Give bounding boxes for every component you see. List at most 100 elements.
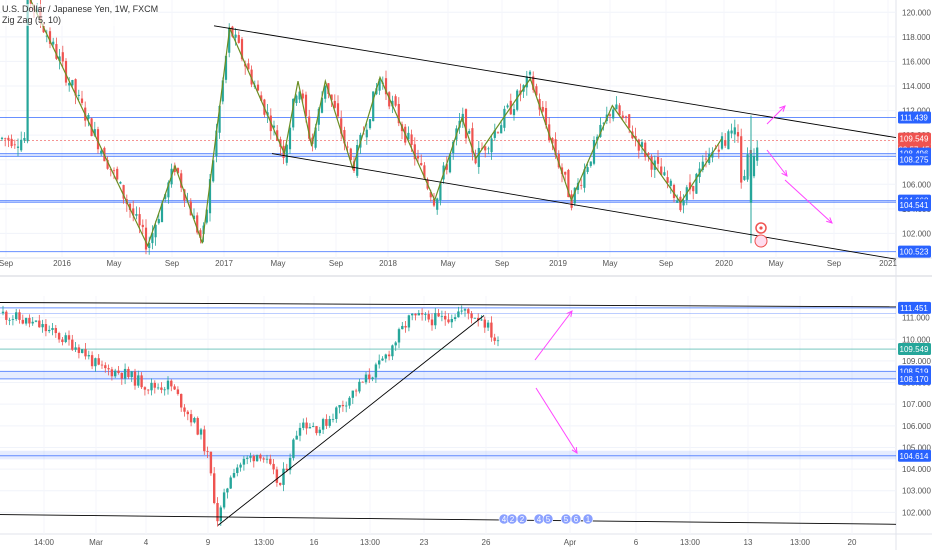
candle-body: [336, 103, 340, 117]
candle-body: [167, 182, 170, 198]
candle-body: [679, 196, 682, 211]
candle-body: [81, 349, 84, 353]
candle-body: [0, 137, 4, 139]
top-price-badge-bg: [898, 199, 931, 212]
candle-body: [55, 44, 58, 59]
candle-body: [333, 100, 336, 108]
candle-body: [407, 315, 411, 328]
candle-body: [219, 507, 222, 522]
candle-body: [218, 105, 221, 133]
candle-body: [602, 122, 605, 124]
candle-body: [354, 390, 358, 392]
candle-body: [486, 322, 490, 328]
candle-body: [525, 76, 528, 88]
candle-body: [232, 473, 236, 478]
symbol-title[interactable]: U.S. Dollar / Japanese Yen, 1W, FXCM: [2, 4, 159, 14]
candle-body: [269, 458, 272, 464]
candle-body: [615, 104, 618, 110]
bottom-x-tick-label: Mar: [89, 538, 103, 547]
candle-body: [440, 315, 444, 317]
candle-body: [608, 114, 612, 116]
bottom-upper-line: [0, 302, 897, 308]
candle-body: [150, 382, 153, 391]
candle-body: [352, 161, 356, 171]
candle-body: [381, 358, 384, 361]
event-badge-count: 5: [546, 515, 551, 524]
event-badge-icon: [516, 513, 528, 525]
candle-body: [77, 94, 80, 96]
candle-body: [137, 375, 140, 386]
candle-body: [279, 482, 282, 485]
candle-body: [51, 328, 54, 330]
candle-body: [407, 132, 410, 140]
candle-body: [157, 219, 160, 224]
candle-body: [262, 458, 265, 460]
indicator-label[interactable]: Zig Zag (5, 10): [2, 15, 62, 25]
candle-body: [583, 169, 586, 188]
candle-body: [640, 142, 644, 148]
candle-body: [148, 243, 151, 249]
candle-body: [394, 342, 397, 346]
candle-body: [371, 377, 374, 380]
top-price-badge-bg: [898, 132, 931, 145]
candle-body: [151, 232, 154, 244]
bottom-y-tick-label: 110.000: [902, 335, 931, 344]
candle-body: [424, 314, 427, 315]
top-y-tick-label: 116.000: [902, 57, 931, 66]
candle-body: [31, 321, 34, 324]
candle-body: [444, 315, 447, 320]
event-badge-count: 4: [502, 515, 507, 524]
candle-body: [756, 147, 759, 161]
candle-body: [229, 477, 232, 489]
candle-body: [410, 134, 413, 145]
bottom-price-badge: 108.519: [900, 367, 929, 376]
candle-body: [436, 198, 439, 210]
candle-body: [746, 154, 749, 180]
candle-body: [156, 387, 160, 389]
candle-body: [749, 153, 753, 203]
candle-body: [688, 182, 692, 190]
bottom-x-tick-label: 4: [144, 538, 149, 547]
bottom-price-badge-bg: [898, 449, 931, 462]
candle-body: [298, 91, 301, 100]
candle-body: [138, 214, 141, 226]
candle-body: [464, 109, 468, 139]
candle-body: [114, 370, 117, 377]
candle-body: [328, 418, 331, 426]
candle-body: [292, 439, 295, 458]
candle-body: [704, 158, 708, 160]
candle-body: [285, 468, 288, 471]
candle-body: [135, 214, 138, 216]
candle-body: [490, 322, 493, 338]
candle-body: [340, 118, 343, 134]
candle-body: [144, 227, 148, 250]
candle-body: [54, 328, 57, 334]
candle-body: [61, 52, 64, 62]
candle-body: [52, 41, 55, 45]
top-price-badge-bg: [898, 111, 931, 124]
candle-body: [468, 130, 471, 134]
top-price-badge: 109.549: [900, 135, 929, 144]
candle-body: [236, 467, 239, 474]
candle-body: [260, 95, 263, 101]
candle-body: [637, 139, 640, 151]
candle-body: [368, 374, 371, 380]
candle-body: [265, 458, 269, 460]
candle-body: [234, 34, 237, 38]
candle-body: [471, 128, 474, 153]
candle-body: [439, 182, 442, 201]
top-x-tick-label: May: [768, 259, 783, 268]
top-y-tick-label: 102.000: [902, 229, 931, 238]
candle-body: [249, 456, 252, 458]
candle-body: [361, 381, 364, 383]
flag-icon: [754, 234, 768, 248]
candle-body: [288, 127, 292, 150]
candle-body: [112, 170, 116, 172]
candle-body: [242, 458, 246, 465]
candle-body: [192, 215, 196, 220]
candle-body: [364, 374, 368, 383]
candle-body: [221, 80, 224, 102]
candle-body: [660, 166, 663, 175]
top-down-arrow-head: [781, 170, 788, 177]
candle-body: [391, 345, 394, 357]
